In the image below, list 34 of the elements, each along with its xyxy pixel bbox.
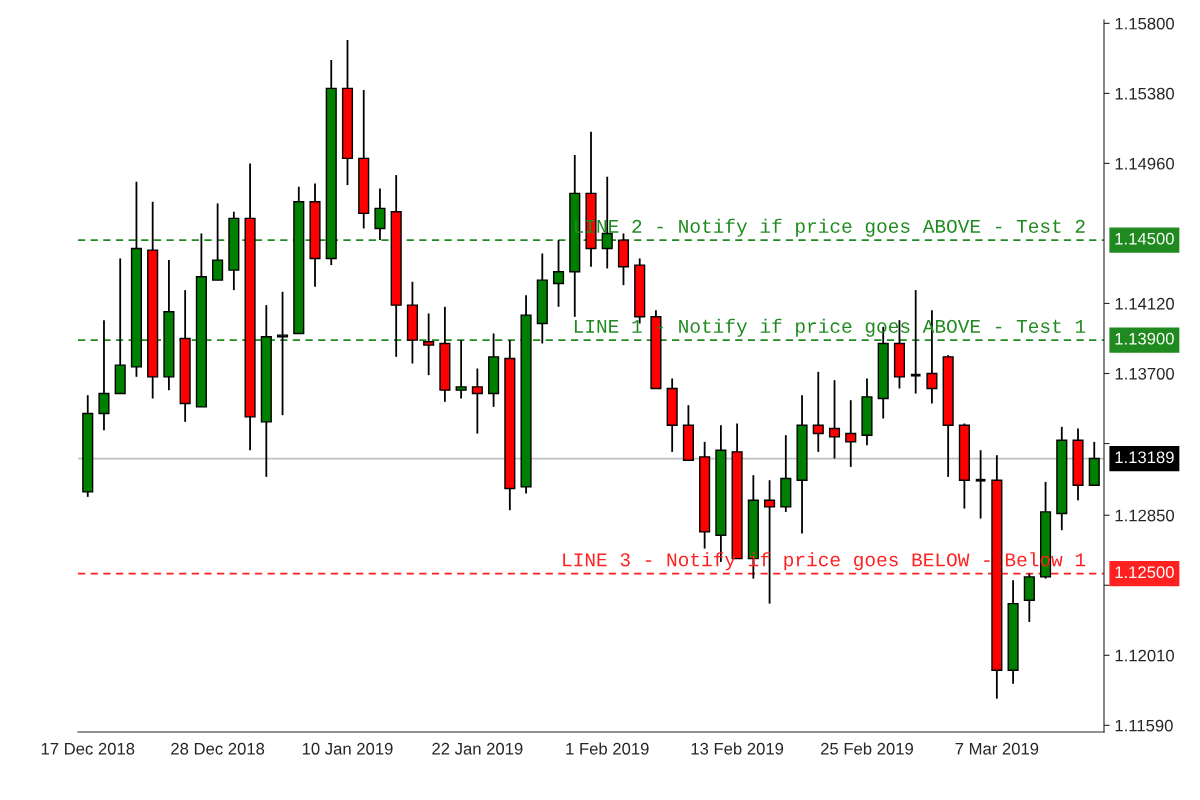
ref-line-label: 1.13189	[1115, 451, 1174, 464]
candlestick	[98, 319, 110, 432]
y-tick-label: 1.13700	[1115, 367, 1175, 380]
x-tick-label: 13 Feb 2019	[691, 742, 784, 755]
y-tick-label: 1.14120	[1115, 297, 1175, 310]
y-tick-label: 1.12010	[1115, 649, 1175, 662]
candlestick	[1023, 572, 1035, 623]
ref-line-label: 1.13900	[1115, 332, 1174, 345]
y-tick-label: 1.14960	[1115, 157, 1175, 170]
candlestick	[212, 202, 224, 282]
candlestick	[423, 312, 435, 377]
y-tick-label: 1.12850	[1115, 509, 1175, 522]
x-tick-label: 17 Dec 2018	[41, 742, 135, 755]
candlestick	[552, 239, 565, 308]
y-tick-label: 1.11590	[1115, 719, 1173, 732]
candlestick	[909, 289, 922, 395]
candlestick	[374, 187, 386, 242]
candlestick	[828, 379, 841, 460]
x-tick-label: 25 Feb 2019	[821, 742, 913, 755]
y-tick-label: 1.15800	[1115, 17, 1175, 30]
x-tick-label: 28 Dec 2018	[171, 742, 265, 755]
candlestick	[974, 449, 987, 520]
ref-line-label: 1.14500	[1115, 232, 1174, 245]
x-tick-label: 7 Mar 2019	[955, 742, 1039, 755]
candlestick	[276, 290, 289, 417]
candlestick	[471, 367, 483, 435]
x-tick-label: 10 Jan 2019	[302, 742, 393, 755]
candlestick	[845, 399, 857, 468]
x-tick-label: 1 Feb 2019	[566, 742, 649, 755]
candlestick	[455, 339, 467, 400]
x-tick-label: 22 Jan 2019	[432, 742, 523, 755]
candlestick	[812, 370, 824, 453]
ref-line-label: 1.12500	[1115, 566, 1174, 579]
y-tick-label: 1.15380	[1115, 87, 1175, 100]
